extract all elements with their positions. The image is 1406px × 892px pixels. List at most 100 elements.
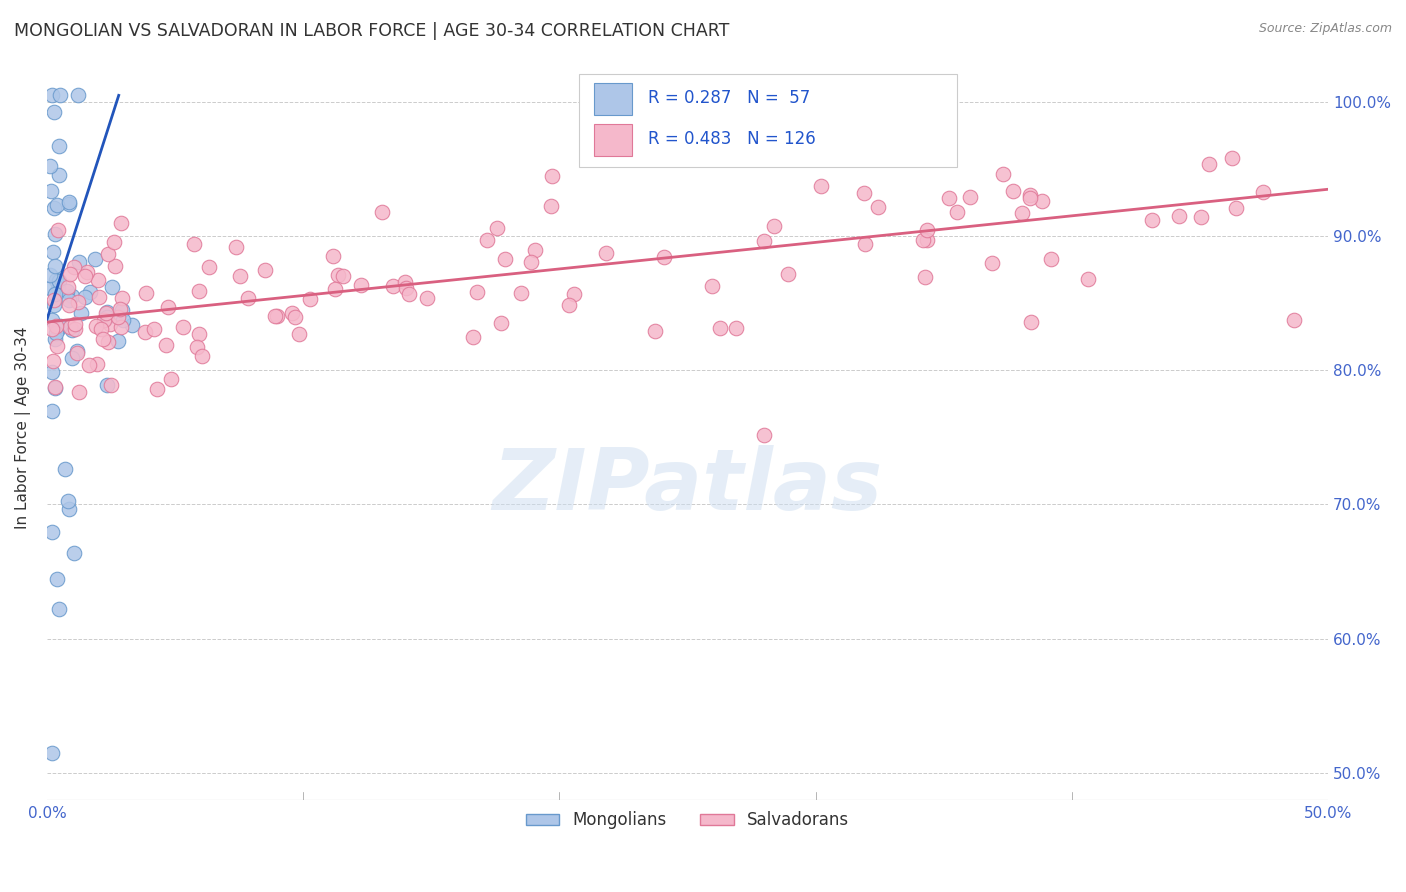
Point <box>523 243 546 257</box>
Point <box>946 204 969 219</box>
Point <box>1198 157 1220 171</box>
Point <box>754 235 776 249</box>
Point <box>110 216 132 230</box>
Point <box>66 345 89 359</box>
Point <box>326 268 349 283</box>
Point <box>44 227 66 242</box>
Point <box>90 322 112 336</box>
Point <box>59 320 82 334</box>
Point <box>56 280 79 294</box>
Point <box>53 462 76 476</box>
Point <box>97 246 120 260</box>
Point <box>298 293 321 307</box>
Point <box>103 235 125 249</box>
Point <box>323 282 346 296</box>
Point <box>56 494 79 508</box>
Point <box>1011 206 1033 220</box>
Point <box>225 240 247 254</box>
Point <box>100 317 122 331</box>
Point <box>135 285 157 300</box>
Point <box>45 339 67 353</box>
Point <box>75 290 97 304</box>
Point <box>66 295 89 310</box>
Point <box>96 377 118 392</box>
Point <box>1019 191 1042 205</box>
Point <box>62 260 84 274</box>
Text: R = 0.483   N = 126: R = 0.483 N = 126 <box>648 130 815 148</box>
Point <box>107 334 129 348</box>
Point <box>104 259 127 273</box>
Point <box>463 330 485 344</box>
Point <box>322 249 344 263</box>
Point <box>980 256 1002 270</box>
Point <box>143 321 166 335</box>
Point <box>763 219 786 233</box>
Point <box>284 310 307 324</box>
Point <box>60 289 83 303</box>
Text: R = 0.287   N =  57: R = 0.287 N = 57 <box>648 89 810 107</box>
Point <box>44 293 66 307</box>
Point <box>46 198 69 212</box>
Point <box>84 318 107 333</box>
Point <box>652 250 675 264</box>
Point <box>190 349 212 363</box>
Point <box>121 318 143 333</box>
Point <box>63 546 86 560</box>
Point <box>89 290 111 304</box>
Point <box>110 319 132 334</box>
Point <box>44 332 66 346</box>
Point <box>60 323 83 337</box>
Point <box>63 322 86 336</box>
Point <box>186 340 208 354</box>
Point <box>96 305 118 319</box>
Point <box>111 303 134 318</box>
Point <box>41 404 63 418</box>
Point <box>1019 315 1042 329</box>
Point <box>58 197 80 211</box>
Point <box>914 269 936 284</box>
Point <box>39 159 62 173</box>
Point <box>520 255 543 269</box>
Point <box>394 276 416 290</box>
Point <box>562 286 585 301</box>
Point <box>188 285 211 299</box>
Point <box>155 337 177 351</box>
Point <box>49 88 72 103</box>
Point <box>60 351 83 366</box>
Point <box>108 301 131 316</box>
Point <box>65 318 87 332</box>
Point <box>183 236 205 251</box>
Point <box>67 385 90 400</box>
Point <box>41 353 63 368</box>
Point <box>41 313 63 327</box>
Point <box>41 524 63 539</box>
Point <box>938 191 960 205</box>
Point <box>41 322 63 336</box>
Point <box>42 104 65 119</box>
Point <box>93 313 115 327</box>
Bar <box>593 84 633 115</box>
Point <box>41 365 63 379</box>
Point <box>112 312 135 326</box>
Point <box>395 281 418 295</box>
Point <box>754 427 776 442</box>
Point <box>48 169 70 183</box>
Point <box>477 233 499 247</box>
Point <box>41 88 63 103</box>
Text: ZIPatlas: ZIPatlas <box>492 445 883 528</box>
Point <box>58 298 80 312</box>
Point <box>371 205 394 219</box>
Point <box>39 185 62 199</box>
Point <box>145 382 167 396</box>
Point <box>46 572 69 586</box>
Point <box>1040 252 1063 266</box>
Point <box>111 291 134 305</box>
Point <box>91 332 114 346</box>
Bar <box>593 124 633 155</box>
Point <box>332 269 354 284</box>
Point <box>44 260 66 274</box>
Point <box>157 300 180 314</box>
Point <box>69 255 91 269</box>
Point <box>1251 185 1274 199</box>
Point <box>1001 184 1024 198</box>
